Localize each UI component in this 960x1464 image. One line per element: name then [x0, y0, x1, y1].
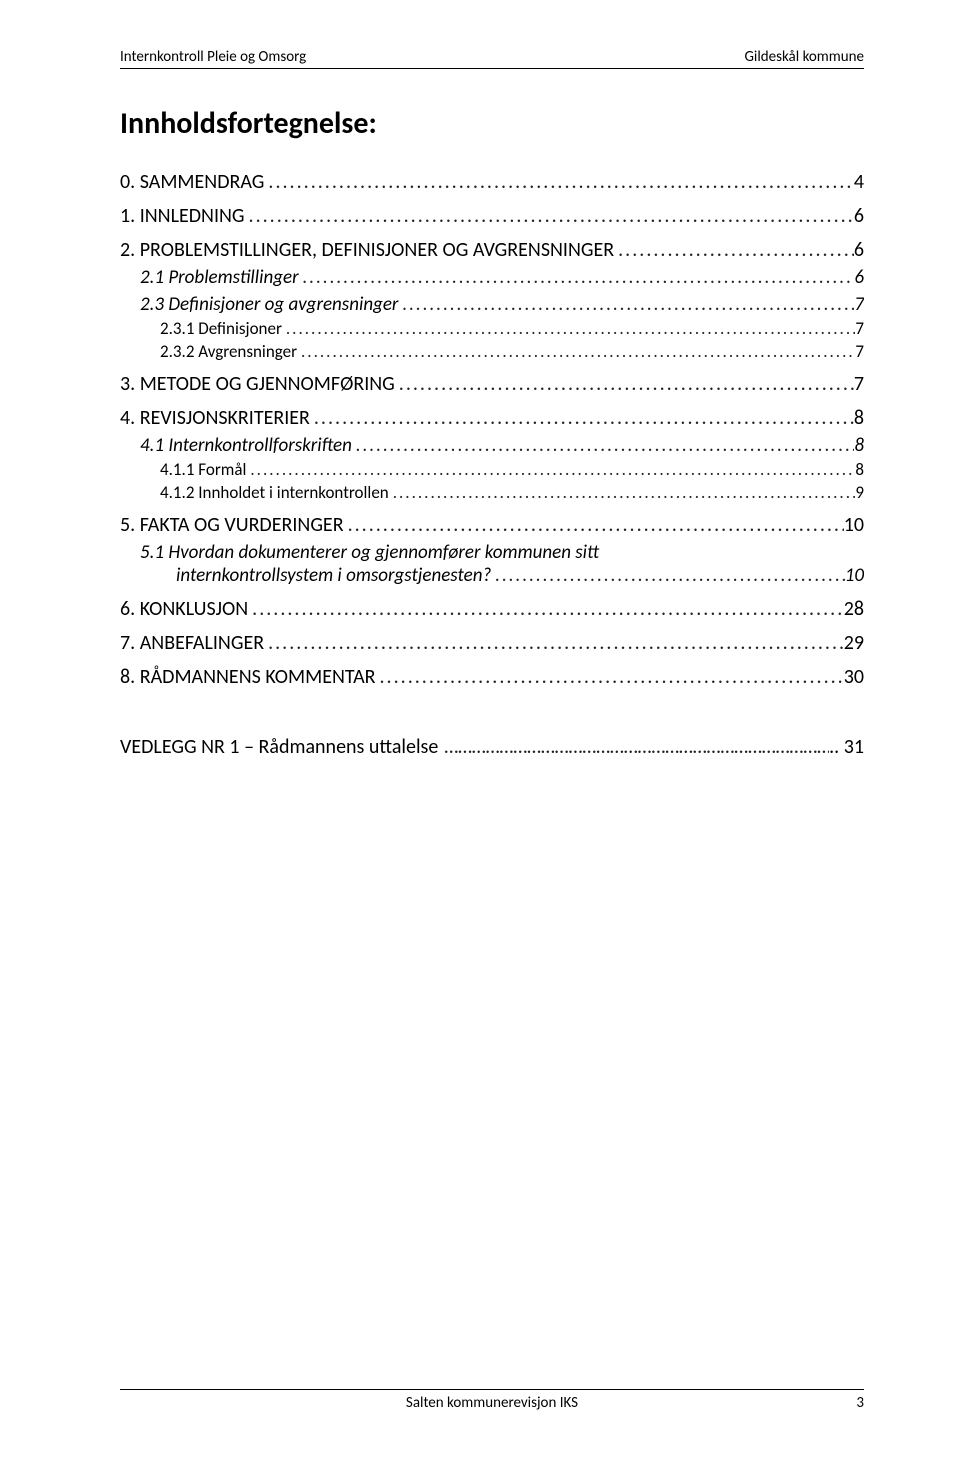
toc-label: 2.1 Problemstillinger [140, 266, 299, 289]
toc-label: 7. ANBEFALINGER [120, 631, 264, 655]
header-right: Gildeskål kommune [744, 48, 864, 66]
attachment-page: .. 31 [829, 735, 864, 759]
toc-label: 4.1.1 Formål [160, 459, 246, 480]
toc-entry: 1. INNLEDNING 6 [120, 204, 864, 228]
toc-label: 2. PROBLEMSTILLINGER, DEFINISJONER OG AV… [120, 238, 614, 262]
toc-page: 8 [854, 406, 864, 430]
leader-dots-icon [264, 170, 853, 194]
page-title: Innholdsfortegnelse: [120, 105, 864, 142]
toc-page: 7 [854, 293, 864, 316]
header-row: Internkontroll Pleie og Omsorg Gildeskål… [120, 48, 864, 66]
toc-label: internkontrollsystem i omsorgstjenesten? [176, 564, 491, 587]
toc-label: 5. FAKTA OG VURDERINGER [120, 513, 344, 537]
toc-page: 9 [855, 482, 864, 503]
leader-dots-icon [246, 459, 855, 480]
toc-page: 7 [855, 318, 864, 339]
toc-page: 10 [844, 513, 864, 537]
toc-entry: 6. KONKLUSJON 28 [120, 597, 864, 621]
toc-entry: 0. SAMMENDRAG 4 [120, 170, 864, 194]
footer: . Salten kommunerevisjon IKS 3 [120, 1389, 864, 1412]
toc-label: 4.1.2 Innholdet i internkontrollen [160, 482, 389, 503]
toc-entry: 2. PROBLEMSTILLINGER, DEFINISJONER OG AV… [120, 238, 864, 262]
attachment-label: VEDLEGG NR 1 – Rådmannens uttalelse [120, 735, 438, 759]
header-rule [120, 68, 864, 69]
toc-entry: 4. REVISJONSKRITERIER 8 [120, 406, 864, 430]
leader-dots-icon [310, 406, 854, 430]
toc-page: 10 [845, 564, 864, 587]
leader-dots-icon [344, 513, 844, 537]
toc-label: 8. RÅDMANNENS KOMMENTAR [120, 665, 376, 689]
header-left: Internkontroll Pleie og Omsorg [120, 48, 306, 66]
leader-dots-icon [248, 597, 844, 621]
toc-label: 3. METODE OG GJENNOMFØRING [120, 372, 395, 396]
leader-dots-icon [352, 434, 854, 457]
leader-dots-icon [614, 238, 854, 262]
toc-entry: 5.1 Hvordan dokumenterer og gjennomfører… [120, 541, 864, 564]
leader-dots-icon [491, 564, 844, 587]
footer-center: Salten kommunerevisjon IKS [120, 1394, 864, 1412]
toc-entry: 3. METODE OG GJENNOMFØRING 7 [120, 372, 864, 396]
toc-page: 7 [855, 341, 864, 362]
table-of-contents: 0. SAMMENDRAG 4 1. INNLEDNING 6 2. PROBLEMST… [120, 170, 864, 689]
toc-page: 8 [854, 434, 864, 457]
toc-label: 0. SAMMENDRAG [120, 170, 264, 194]
toc-page: 28 [844, 597, 864, 621]
toc-entry: 7. ANBEFALINGER 29 [120, 631, 864, 655]
footer-rule [120, 1389, 864, 1390]
toc-entry: 2.3 Definisjoner og avgrensninger 7 [120, 293, 864, 316]
toc-page: 8 [855, 459, 864, 480]
leader-dots-icon [264, 631, 844, 655]
leader-dots-icon [299, 266, 855, 289]
toc-page: 30 [844, 665, 864, 689]
toc-entry: 2.3.1 Definisjoner 7 [120, 318, 864, 339]
leader-dots-icon [395, 372, 854, 396]
toc-page: 7 [854, 372, 864, 396]
toc-label: 4. REVISJONSKRITERIER [120, 406, 310, 430]
toc-label: 2.3 Definisjoner og avgrensninger [140, 293, 398, 316]
toc-page: 4 [854, 170, 864, 194]
toc-page: 6 [854, 266, 864, 289]
toc-entry: 5. FAKTA OG VURDERINGER 10 [120, 513, 864, 537]
attachment-row: VEDLEGG NR 1 – Rådmannens uttalelse .. 3… [120, 735, 864, 759]
toc-label: 5.1 Hvordan dokumenterer og gjennomfører… [140, 541, 599, 564]
leader-dots-icon [282, 318, 856, 339]
leader-dots-icon [389, 482, 856, 503]
leader-dots-icon [245, 204, 854, 228]
toc-label: 1. INNLEDNING [120, 204, 245, 228]
toc-entry: 4.1 Internkontrollforskriften 8 [120, 434, 864, 457]
toc-entry: internkontrollsystem i omsorgstjenesten?… [120, 564, 864, 587]
leader-dots-icon [376, 665, 844, 689]
toc-page: 6 [854, 238, 864, 262]
toc-label: 2.3.2 Avgrensninger [160, 341, 297, 362]
toc-label: 2.3.1 Definisjoner [160, 318, 282, 339]
toc-entry: 2.1 Problemstillinger 6 [120, 266, 864, 289]
toc-entry: 4.1.1 Formål 8 [120, 459, 864, 480]
leader-dots-icon [438, 735, 829, 759]
toc-entry: 4.1.2 Innholdet i internkontrollen 9 [120, 482, 864, 503]
toc-entry: 2.3.2 Avgrensninger 7 [120, 341, 864, 362]
toc-entry: 8. RÅDMANNENS KOMMENTAR 30 [120, 665, 864, 689]
leader-dots-icon [398, 293, 854, 316]
leader-dots-icon [297, 341, 855, 362]
toc-page: 6 [854, 204, 864, 228]
toc-page: 29 [844, 631, 864, 655]
toc-label: 4.1 Internkontrollforskriften [140, 434, 352, 457]
toc-label: 6. KONKLUSJON [120, 597, 248, 621]
